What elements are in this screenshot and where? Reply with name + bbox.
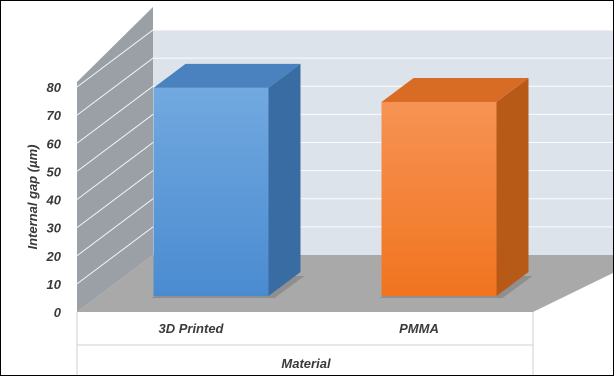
bar-pmma [381,101,497,296]
category-label: 3D Printed [158,321,224,336]
category-label: PMMA [399,321,439,336]
bar-3d-printed [153,87,269,296]
y-axis-title: Internal gap (µm) [25,145,40,250]
category-labels: 3D Printed PMMA [158,321,438,336]
bar-top [153,63,301,88]
y-tick-label: 80 [47,80,62,95]
y-tick-label: 30 [47,221,62,236]
bar-side [268,63,301,296]
y-tick-label: 20 [46,249,62,264]
bar-top [381,77,529,102]
gridline [76,57,613,116]
y-tick-label: 10 [47,277,62,292]
x-axis-title: Material [281,356,331,371]
bar-side [496,77,529,296]
chart-bars [151,63,533,298]
y-tick-label: 0 [54,305,62,320]
y-tick-label: 70 [47,108,62,123]
gridline [76,29,613,88]
y-tick-labels: 0 10 20 30 40 50 60 70 80 [46,80,62,320]
chart-side-wall [77,7,153,312]
y-tick-label: 60 [47,136,62,151]
y-tick-label: 50 [47,164,62,179]
y-tick-label: 40 [46,193,62,208]
